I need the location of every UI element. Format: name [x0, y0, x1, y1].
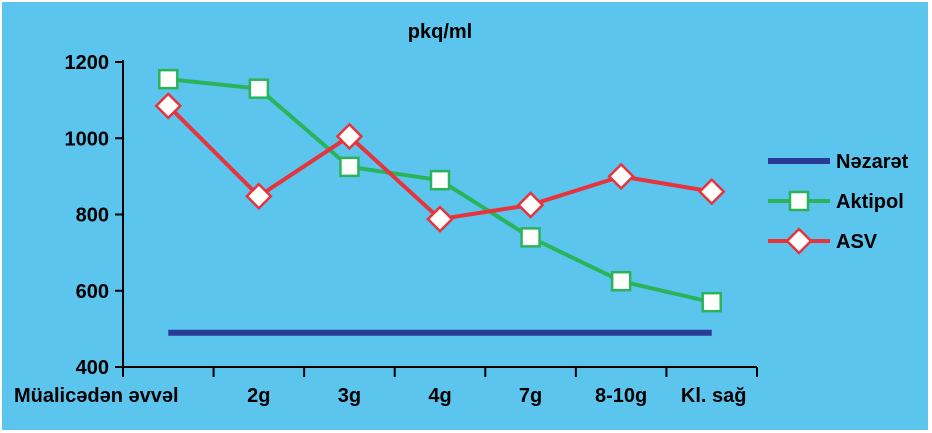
data-point [426, 205, 454, 233]
chart-title: pkq/ml [408, 21, 472, 43]
data-point [697, 177, 726, 206]
data-point [154, 92, 183, 120]
series-1 [158, 68, 722, 313]
legend: Nəzarət Aktipol ASV [768, 151, 909, 255]
legend-label: ASV [836, 231, 878, 253]
x-tick-label: 2g [247, 385, 270, 407]
y-tick-label: 1000 [65, 128, 110, 150]
legend-label: Aktipol [836, 191, 904, 213]
x-tick-label: Kl. sağ [681, 385, 747, 407]
data-point [516, 191, 545, 219]
axes: 400 600 800 1000 1200 Müalicədən əvvəl 2g 3g 4g 7… [14, 52, 758, 407]
data-point [245, 182, 273, 210]
x-tick-label: Müalicədən əvvəl [14, 385, 179, 407]
data-point [339, 156, 360, 178]
legend-marker [785, 227, 813, 255]
y-tick-label: 1200 [65, 52, 110, 74]
x-tick-label: 7g [519, 385, 542, 407]
legend-marker [788, 190, 810, 212]
legend-label: Nəzarət [836, 151, 909, 173]
data-point [248, 78, 270, 99]
series-2 [154, 92, 726, 233]
x-tick-label: 4g [428, 385, 451, 407]
x-tick-label: 3g [338, 385, 361, 407]
x-tick-label: 8-10g [595, 385, 647, 407]
legend-item: Aktipol [768, 190, 904, 213]
data-point [607, 162, 635, 191]
y-tick-label: 400 [76, 357, 109, 379]
data-point [701, 291, 722, 313]
data-point [158, 68, 179, 90]
legend-item: Nəzarət [768, 151, 909, 173]
y-tick-label: 600 [76, 281, 109, 303]
data-point [520, 227, 541, 248]
series-layer [154, 68, 726, 336]
data-point [610, 270, 632, 292]
y-tick-label: 800 [76, 205, 109, 227]
legend-item: ASV [768, 227, 878, 255]
data-point [335, 122, 364, 151]
data-point [429, 169, 451, 191]
